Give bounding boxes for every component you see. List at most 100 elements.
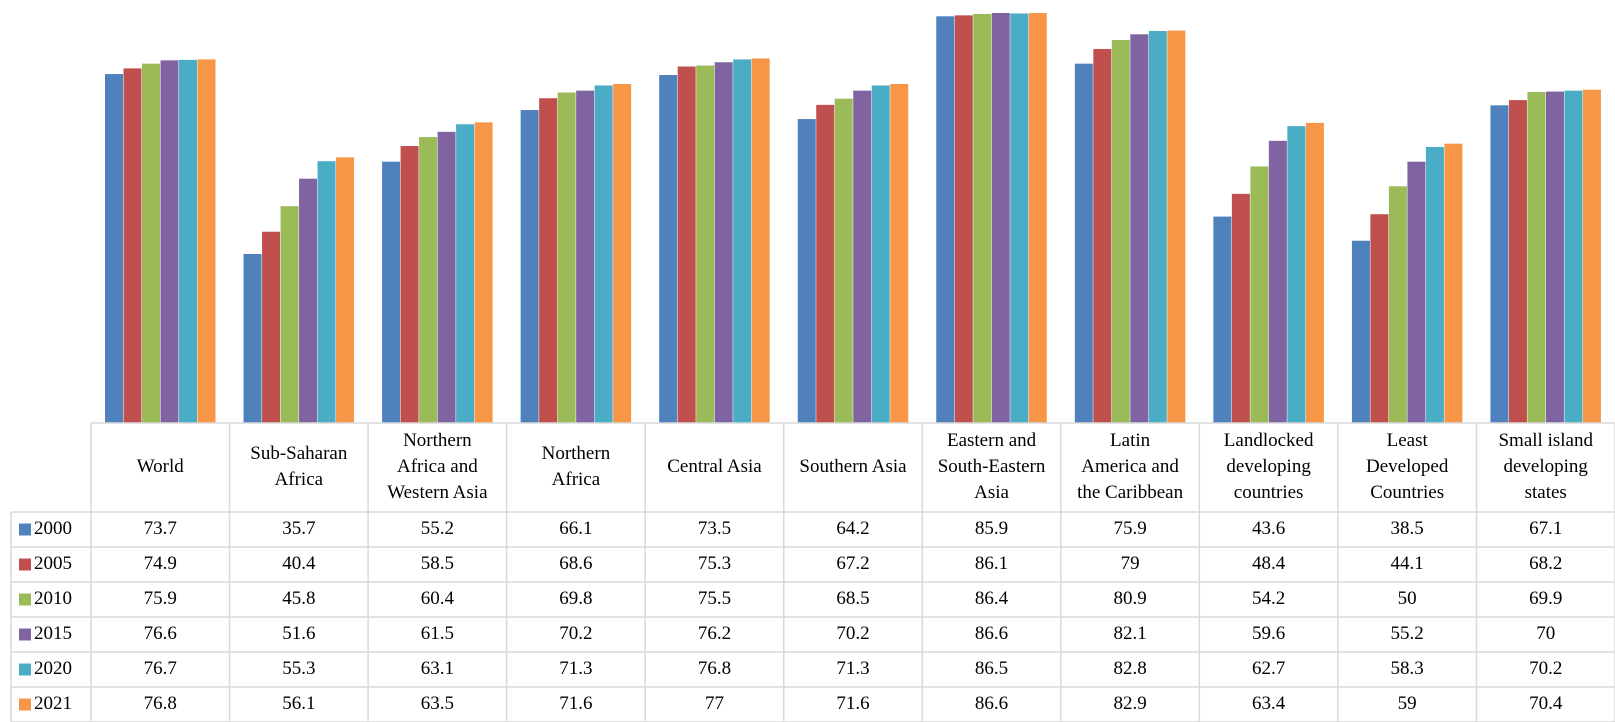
data-label: 51.6 [282, 623, 315, 644]
data-label: 75.9 [144, 588, 177, 609]
data-label: 56.1 [282, 693, 315, 714]
bar-2021-9 [1444, 143, 1463, 424]
bar-2021-10 [1582, 89, 1601, 423]
bar-2000-1 [243, 253, 262, 423]
data-label: 48.4 [1252, 553, 1286, 574]
bar-2021-1 [336, 157, 355, 423]
bar-2020-3 [594, 85, 613, 423]
series-label-2005: 2005 [34, 553, 72, 574]
data-label: 70.2 [559, 623, 592, 644]
bar-2015-1 [299, 178, 318, 423]
data-label: 63.4 [1252, 693, 1286, 714]
legend-key-2020 [19, 663, 31, 676]
data-label: 76.8 [144, 693, 177, 714]
legend-key-2000 [19, 523, 31, 536]
data-label: 67.1 [1529, 518, 1562, 539]
bar-2021-2 [474, 122, 493, 424]
category-label: Central Asia [667, 456, 762, 477]
bar-2010-10 [1527, 92, 1546, 423]
data-label: 58.3 [1391, 658, 1424, 679]
data-label: 86.1 [975, 553, 1008, 574]
bar-2010-5 [834, 98, 853, 423]
data-label: 54.2 [1252, 588, 1285, 609]
series-label-2021: 2021 [34, 693, 72, 714]
data-label: 63.1 [421, 658, 454, 679]
data-label: 68.2 [1529, 553, 1562, 574]
bar-2000-8 [1213, 216, 1232, 423]
bar-2000-5 [797, 119, 816, 424]
bar-2021-0 [197, 59, 216, 424]
category-label: Southern Asia [799, 456, 907, 477]
category-label: Sub-Saharan Africa [250, 443, 348, 490]
data-label: 64.2 [836, 518, 869, 539]
series-label-2015: 2015 [34, 623, 72, 644]
legend-key-2021 [19, 698, 31, 711]
bar-2021-5 [890, 84, 909, 424]
bar-2020-10 [1564, 90, 1583, 423]
legend-key-2015 [19, 628, 31, 641]
bar-2010-3 [557, 92, 576, 423]
data-label: 60.4 [421, 588, 455, 609]
data-label: 68.6 [559, 553, 592, 574]
data-label: 61.5 [421, 623, 454, 644]
data-label: 70.4 [1529, 693, 1563, 714]
data-label: 69.9 [1529, 588, 1562, 609]
bar-2000-4 [659, 75, 678, 424]
bar-2015-5 [853, 90, 872, 423]
category-label: Latin America and the Caribbean [1077, 430, 1184, 503]
bar-2021-7 [1167, 30, 1186, 424]
legend-key-2010 [19, 593, 31, 606]
data-label: 73.5 [698, 518, 731, 539]
data-label: 70 [1536, 623, 1555, 644]
bar-2015-8 [1268, 140, 1287, 423]
data-label: 50 [1398, 588, 1417, 609]
bar-2015-3 [576, 90, 595, 423]
data-label: 67.2 [836, 553, 869, 574]
bar-2010-7 [1111, 39, 1130, 424]
data-label: 76.2 [698, 623, 731, 644]
category-label: Eastern and South-Eastern Asia [938, 430, 1046, 503]
bar-2015-6 [991, 13, 1010, 423]
bar-2010-0 [142, 63, 160, 423]
bar-2021-4 [751, 58, 770, 423]
bar-2000-0 [105, 74, 123, 423]
data-label: 71.3 [836, 658, 869, 679]
bar-group [105, 13, 1601, 424]
data-label: 70.2 [836, 623, 869, 644]
data-label: 43.6 [1252, 518, 1285, 539]
bar-2005-10 [1508, 100, 1527, 424]
data-label: 71.3 [559, 658, 592, 679]
bar-2005-7 [1093, 48, 1112, 423]
category-label: World [137, 456, 185, 477]
bar-2015-0 [160, 60, 179, 424]
bar-2015-10 [1545, 91, 1564, 423]
category-label: Northern Africa and Western Asia [387, 430, 488, 503]
data-label: 86.6 [975, 693, 1008, 714]
data-label: 73.7 [144, 518, 177, 539]
data-label: 59 [1398, 693, 1417, 714]
data-label: 71.6 [836, 693, 869, 714]
series-label-2000: 2000 [34, 518, 72, 539]
bar-2005-2 [400, 146, 419, 424]
bar-2000-2 [382, 161, 401, 423]
bar-2015-4 [714, 62, 733, 424]
category-label: Northern Africa [542, 443, 611, 490]
bar-2010-2 [419, 137, 438, 424]
data-label: 76.6 [144, 623, 177, 644]
bar-2010-1 [280, 206, 299, 423]
data-label: 55.3 [282, 658, 315, 679]
category-label: Small island developing states [1498, 430, 1593, 503]
data-label: 79 [1121, 553, 1140, 574]
bar-2020-8 [1287, 126, 1306, 424]
data-label: 77 [705, 693, 724, 714]
bar-2020-0 [179, 59, 197, 424]
bar-2000-6 [936, 16, 955, 424]
data-label: 68.5 [836, 588, 869, 609]
bar-2000-3 [520, 110, 539, 423]
data-label: 40.4 [282, 553, 316, 574]
category-label: Least Developed Countries [1366, 430, 1449, 503]
bar-2021-8 [1305, 122, 1324, 423]
data-label: 74.9 [144, 553, 177, 574]
bar-2000-10 [1490, 105, 1509, 423]
data-label: 75.3 [698, 553, 731, 574]
